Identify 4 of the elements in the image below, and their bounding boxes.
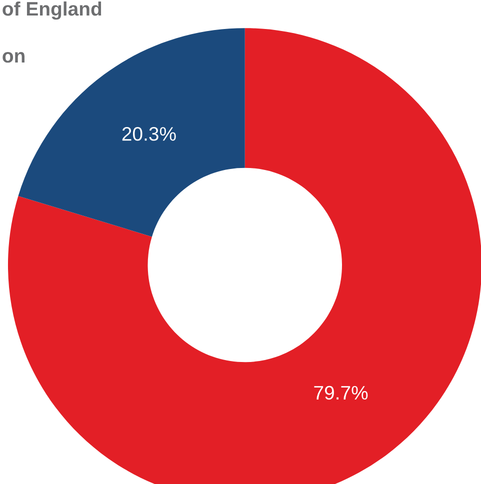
text: of England [2, 1, 102, 20]
data-label: 79.7% [314, 386, 368, 400]
text: on [2, 52, 24, 63]
data-label: 20.3% [122, 127, 176, 141]
